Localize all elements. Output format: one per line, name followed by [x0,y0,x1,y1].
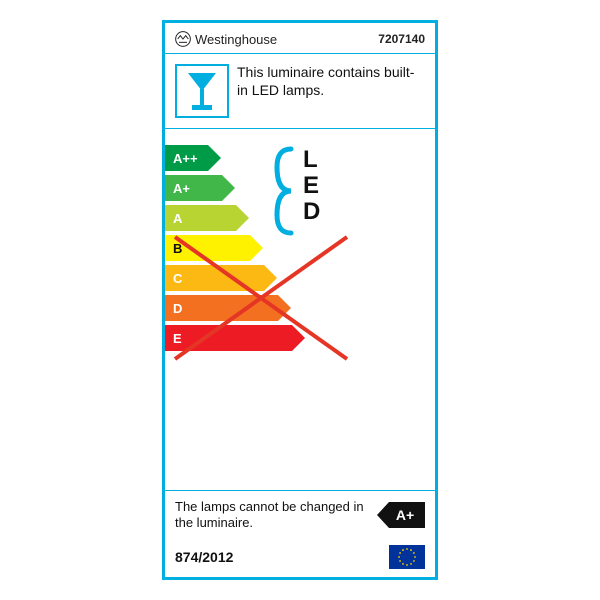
brand-name: Westinghouse [195,32,277,47]
description-row: This luminaire contains built-in LED lam… [165,54,435,129]
eu-flag-icon [389,545,425,569]
svg-text:A+: A+ [396,507,414,523]
energy-label: Westinghouse 7207140 This luminaire cont… [162,20,438,580]
bottom-note-row: The lamps cannot be changed in the lumin… [165,490,435,540]
led-bracket: L E D [273,143,353,239]
energy-bar: A++ [165,145,221,171]
model-number: 7207140 [378,32,425,46]
label-header: Westinghouse 7207140 [165,23,435,54]
energy-bar: A [165,205,249,231]
cross-out-icon [167,229,367,369]
bottom-note: The lamps cannot be changed in the lumin… [175,499,369,532]
energy-chart: A++A+ABCDE L E D [165,129,435,490]
brand-logo-icon [175,31,191,47]
svg-text:E: E [303,172,319,199]
svg-text:D: D [303,198,320,225]
rating-badge: A+ [377,502,425,528]
svg-text:L: L [303,146,318,173]
label-footer: 874/2012 [165,539,435,577]
brand: Westinghouse [175,31,277,47]
description-text: This luminaire contains built-in LED lam… [237,64,425,118]
lamp-icon [182,69,222,113]
lamp-icon-box [175,64,229,118]
regulation-number: 874/2012 [175,549,233,565]
energy-bar: A+ [165,175,235,201]
